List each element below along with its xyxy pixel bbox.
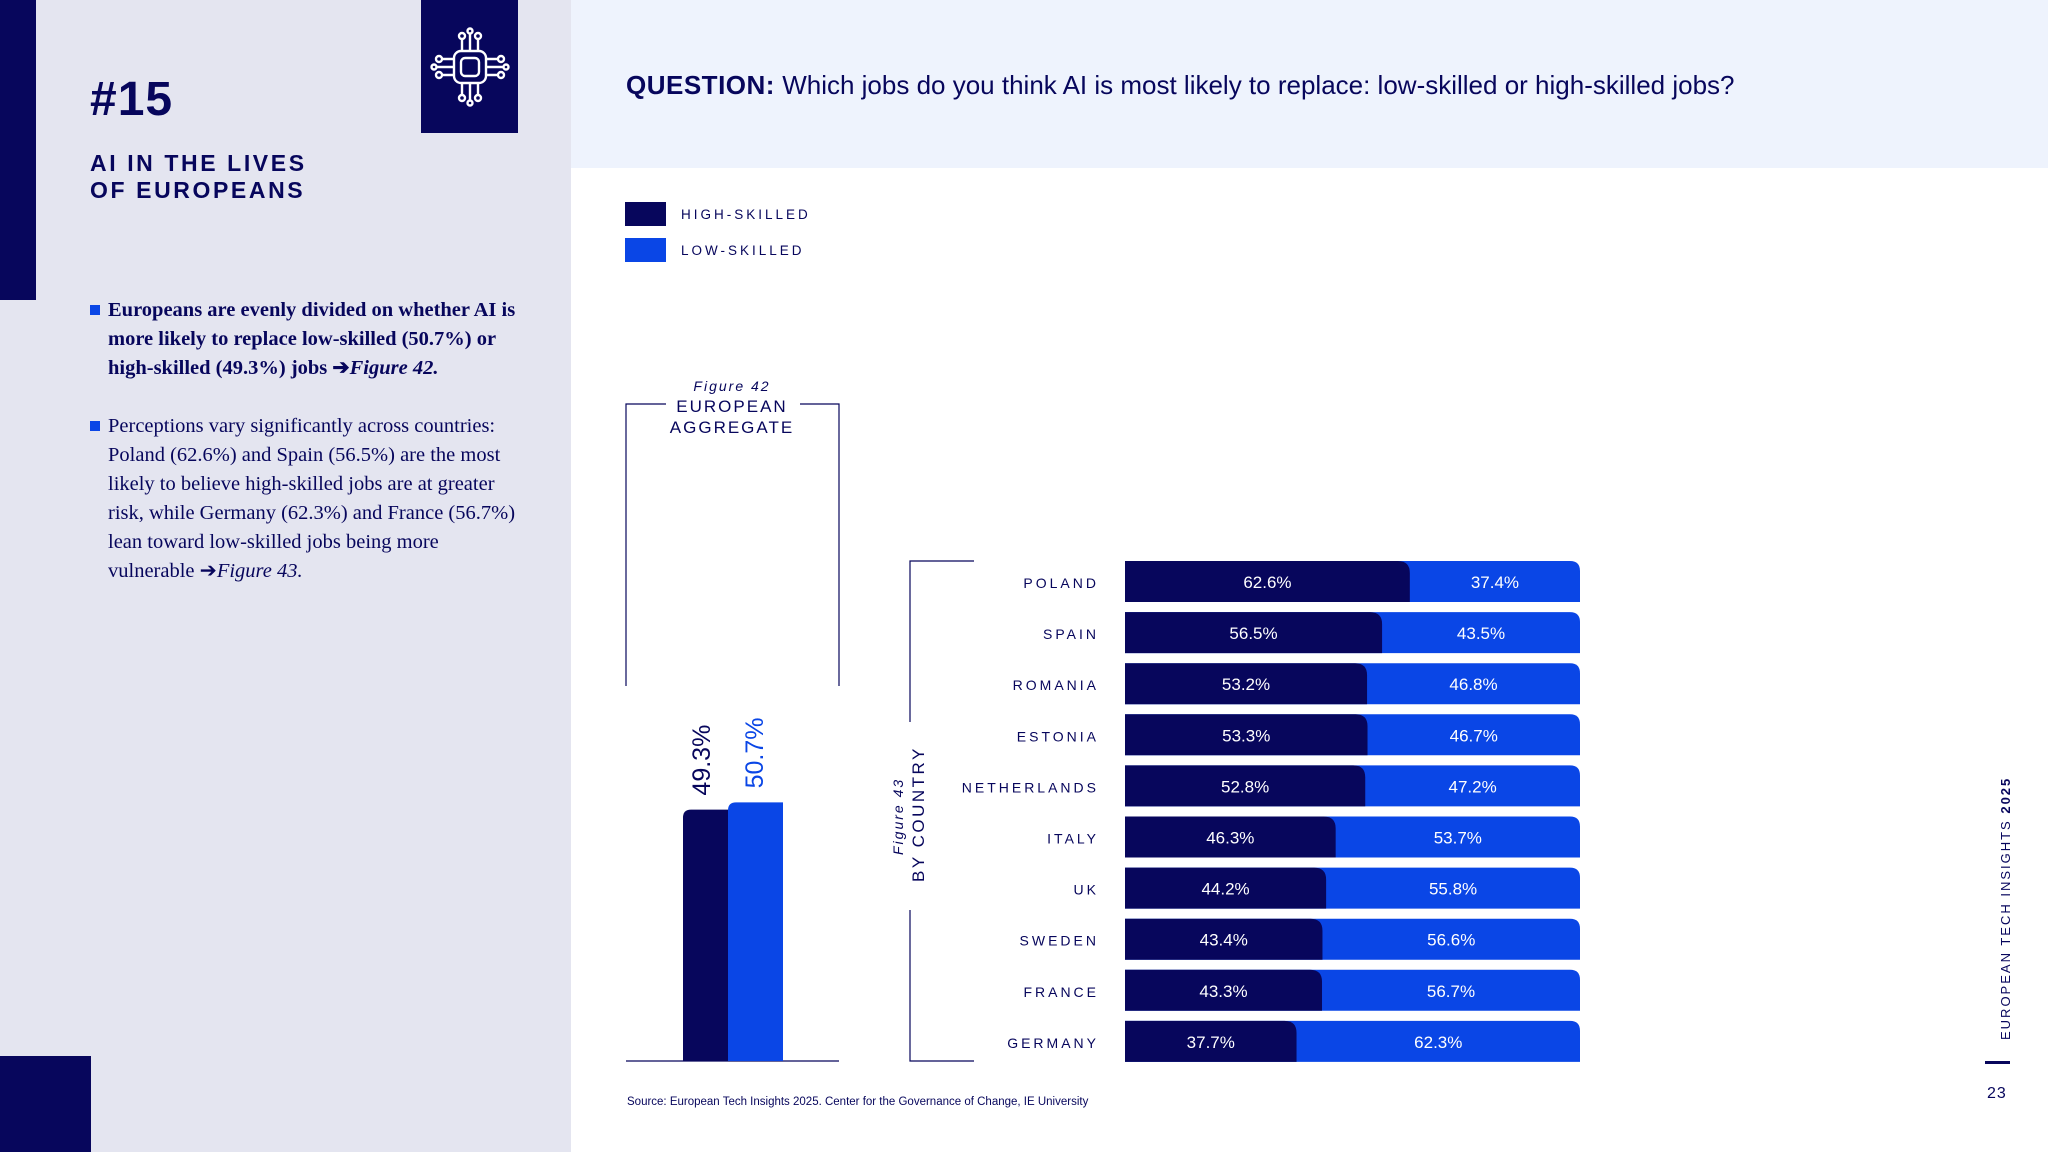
country-label: ITALY	[1047, 831, 1099, 847]
bar-high-skilled	[1125, 561, 1410, 602]
section-title: AI IN THE LIVES OF EUROPEANS	[90, 150, 390, 204]
left-bottom-accent	[0, 1056, 91, 1152]
figure42-caption: Figure 42	[693, 378, 770, 394]
bar-high-skilled-label: 56.5%	[1229, 624, 1277, 643]
question: QUESTION: Which jobs do you think AI is …	[626, 70, 1735, 101]
bar-high-skilled	[1125, 765, 1366, 807]
aggregate-bar-high	[683, 809, 733, 1061]
bar-low-skilled-label: 46.7%	[1450, 726, 1498, 745]
figure43-caption: Figure 43	[890, 778, 906, 855]
question-text: Which jobs do you think AI is most likel…	[782, 70, 1735, 100]
country-row: ROMANIA 53.2% 46.8%	[1013, 663, 1580, 705]
publication-title: EUROPEAN TECH INSIGHTS 2025	[1998, 777, 2013, 1040]
country-row: FRANCE 43.3% 56.7%	[1023, 969, 1580, 1011]
question-band	[571, 0, 2048, 168]
figure-reference: Figure 42.	[349, 357, 439, 379]
bar-high-skilled-label: 44.2%	[1201, 880, 1249, 899]
bar-high-skilled-label: 52.8%	[1221, 777, 1269, 796]
aggregate-bar-low	[728, 802, 783, 1061]
bar-high-skilled	[1125, 714, 1368, 756]
aggregate-title-line1: EUROPEAN	[676, 397, 787, 416]
arrow-right-icon: ➔	[199, 560, 217, 582]
country-chart-title: BY COUNTRY	[909, 746, 928, 882]
country-row: NETHERLANDS 52.8% 47.2%	[962, 765, 1580, 807]
question-prefix: QUESTION:	[626, 70, 775, 100]
bar-high-skilled	[1125, 969, 1323, 1011]
aggregate-bar-high-label: 49.3%	[688, 725, 716, 796]
source-note: Source: European Tech Insights 2025. Cen…	[627, 1096, 1089, 1108]
country-row: POLAND 62.6% 37.4%	[1023, 561, 1580, 602]
bar-low-skilled-label: 46.8%	[1449, 675, 1497, 694]
bar-low-skilled-label: 53.7%	[1434, 829, 1482, 848]
bullet-square-icon	[90, 421, 100, 431]
country-label: FRANCE	[1023, 984, 1099, 1000]
country-label: NETHERLANDS	[962, 779, 1099, 795]
country-row: ESTONIA 53.3% 46.7%	[1017, 714, 1580, 756]
section-title-line1: AI IN THE LIVES	[90, 150, 307, 176]
chip-tile	[421, 0, 518, 133]
bar-low-skilled-label: 43.5%	[1457, 624, 1505, 643]
bar-low-skilled-label: 47.2%	[1449, 777, 1497, 796]
bar-high-skilled	[1125, 663, 1368, 705]
bar-high-skilled	[1125, 867, 1327, 909]
country-row: GERMANY 37.7% 62.3%	[1007, 1020, 1580, 1062]
bar-low-skilled-label: 56.6%	[1427, 931, 1475, 950]
legend-label-high: HIGH-SKILLED	[681, 207, 811, 222]
publication-title-text: EUROPEAN TECH INSIGHTS	[1998, 813, 2013, 1040]
arrow-right-icon: ➔	[332, 357, 350, 379]
left-panel	[0, 0, 571, 1152]
legend-label-low: LOW-SKILLED	[681, 243, 805, 258]
bar-high-skilled-label: 43.3%	[1199, 982, 1247, 1001]
country-label: SPAIN	[1043, 626, 1099, 642]
bullet-text: Europeans are evenly divided on whether …	[108, 299, 516, 379]
country-row: SWEDEN 43.4% 56.6%	[1020, 918, 1580, 960]
bar-low-skilled-label: 62.3%	[1414, 1033, 1462, 1052]
country-row: UK 44.2% 55.8%	[1074, 867, 1580, 909]
side-rule	[1985, 1061, 2010, 1064]
bar-high-skilled	[1125, 918, 1323, 960]
bar-high-skilled-label: 62.6%	[1243, 573, 1291, 592]
bar-high-skilled	[1125, 1020, 1297, 1062]
left-accent-stripe	[0, 0, 36, 300]
bullet-square-icon	[90, 305, 100, 315]
bullet-item: Europeans are evenly divided on whether …	[90, 296, 520, 383]
bar-high-skilled-label: 46.3%	[1206, 829, 1254, 848]
bar-low-skilled-label: 56.7%	[1427, 982, 1475, 1001]
country-row: ITALY 46.3% 53.7%	[1047, 816, 1580, 858]
page-number: 23	[1987, 1085, 2007, 1102]
legend-swatch-high	[625, 202, 666, 226]
country-label: UK	[1074, 882, 1099, 898]
country-label: GERMANY	[1007, 1035, 1099, 1051]
bar-high-skilled-label: 53.2%	[1222, 675, 1270, 694]
bar-high-skilled-label: 37.7%	[1187, 1033, 1235, 1052]
chip-circuit-icon	[429, 26, 510, 107]
legend-swatch-low	[625, 238, 666, 262]
bullet-list: Europeans are evenly divided on whether …	[90, 296, 520, 615]
country-row: SPAIN 56.5% 43.5%	[1043, 612, 1580, 654]
bar-high-skilled-label: 43.4%	[1200, 931, 1248, 950]
figure-reference: Figure 43.	[216, 560, 303, 582]
bar-high-skilled	[1125, 816, 1336, 858]
bullet-item: Perceptions vary significantly across co…	[90, 412, 520, 586]
publication-year: 2025	[1998, 776, 2013, 814]
aggregate-bar-low-label: 50.7%	[741, 718, 769, 789]
bar-high-skilled-label: 53.3%	[1222, 726, 1270, 745]
country-label: ESTONIA	[1017, 728, 1099, 744]
bullet-text: Perceptions vary significantly across co…	[108, 415, 516, 582]
bar-high-skilled	[1125, 612, 1383, 654]
country-frame	[909, 560, 974, 1062]
aggregate-title-line2: AGGREGATE	[670, 418, 794, 437]
bar-low-skilled-label: 55.8%	[1429, 880, 1477, 899]
section-number: #15	[90, 73, 174, 126]
section-title-line2: OF EUROPEANS	[90, 177, 306, 203]
bar-low-skilled-label: 37.4%	[1471, 573, 1519, 592]
country-label: SWEDEN	[1020, 933, 1099, 949]
country-label: POLAND	[1023, 575, 1099, 591]
country-label: ROMANIA	[1013, 677, 1099, 693]
